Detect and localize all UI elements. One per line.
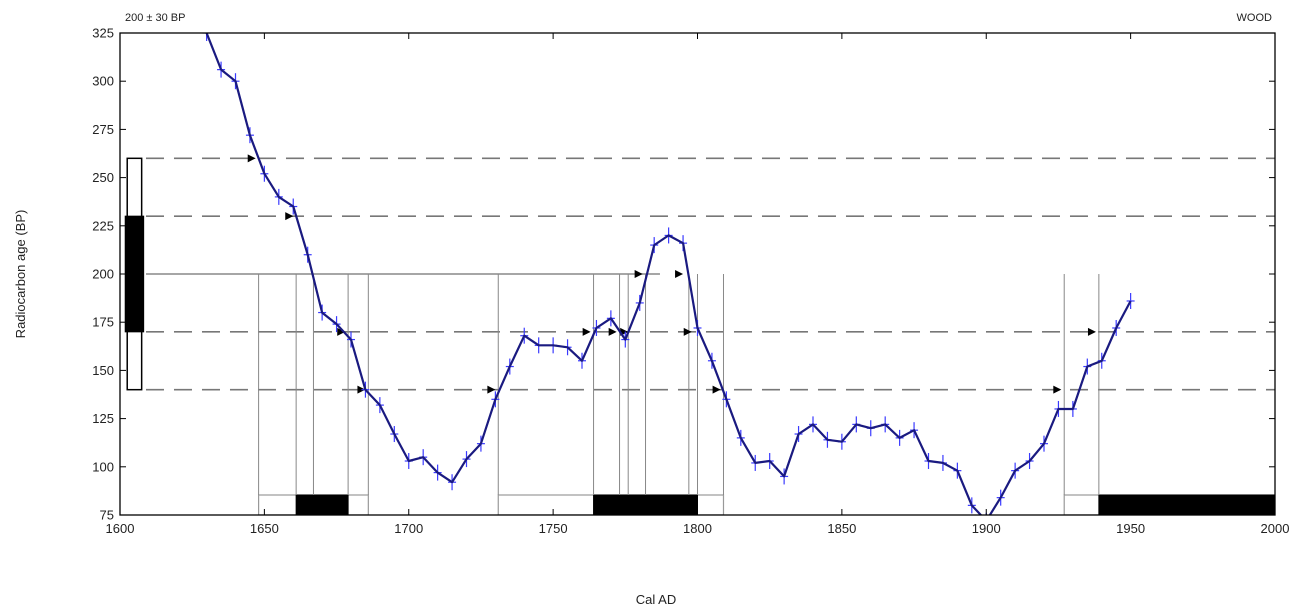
- y-tick-label: 75: [100, 508, 114, 523]
- intersection-arrow: [608, 327, 617, 336]
- intersection-arrow: [1053, 385, 1062, 394]
- y-axis-title: Radiocarbon age (BP): [13, 210, 28, 339]
- plot-frame: [119, 32, 1276, 516]
- x-tick-label: 1800: [683, 521, 712, 536]
- x-tick-label: 1900: [972, 521, 1001, 536]
- y-tick-label: 125: [92, 411, 114, 426]
- intersection-arrow: [337, 327, 346, 336]
- intersection-arrow: [712, 385, 721, 394]
- annotation-top-left: 200 ± 30 BP: [125, 12, 185, 24]
- x-tick-label: 1950: [1116, 521, 1145, 536]
- ranges-layer: [124, 157, 1275, 515]
- intersection-arrow: [683, 327, 692, 336]
- intersection-arrow: [487, 385, 496, 394]
- x-tick-label: 1650: [250, 521, 279, 536]
- axes-layer: 1600 1650 1700 1750 1800 1850 1900 1950 2000 75 10…: [92, 26, 1289, 537]
- y-tick-label: 300: [92, 74, 114, 89]
- y-tick-label: 100: [92, 459, 114, 474]
- sample-1sigma-bar: [124, 215, 145, 333]
- intersection-arrow: [582, 327, 591, 336]
- y-tick-label: 225: [92, 218, 114, 233]
- y-tick-label: 175: [92, 315, 114, 330]
- y-tick-label: 250: [92, 170, 114, 185]
- x-tick-label: 1700: [394, 521, 423, 536]
- y-tick-label: 200: [92, 267, 114, 282]
- intersection-arrow: [285, 212, 294, 221]
- y-tick-label: 150: [92, 363, 114, 378]
- range-1sigma: [593, 494, 698, 515]
- intersection-arrow: [634, 270, 643, 278]
- x-tick-label: 1600: [106, 521, 135, 536]
- intersection-arrow: [1087, 327, 1096, 336]
- annotation-top-right: WOOD: [1237, 12, 1272, 24]
- x-tick-label: 2000: [1261, 521, 1290, 536]
- x-tick-label: 1850: [827, 521, 856, 536]
- range-1sigma: [1098, 494, 1275, 515]
- calibration-curve-line: [205, 33, 1132, 515]
- intersection-arrow: [675, 270, 684, 278]
- curve-layer: [202, 33, 1135, 515]
- y-tick-label: 325: [92, 26, 114, 41]
- x-tick-label: 1750: [539, 521, 568, 536]
- y-tick-label: 275: [92, 122, 114, 137]
- connectors-layer: [145, 154, 1275, 495]
- range-1sigma: [295, 494, 349, 515]
- intersection-arrow: [247, 154, 256, 163]
- x-axis-title: Cal AD: [636, 592, 676, 607]
